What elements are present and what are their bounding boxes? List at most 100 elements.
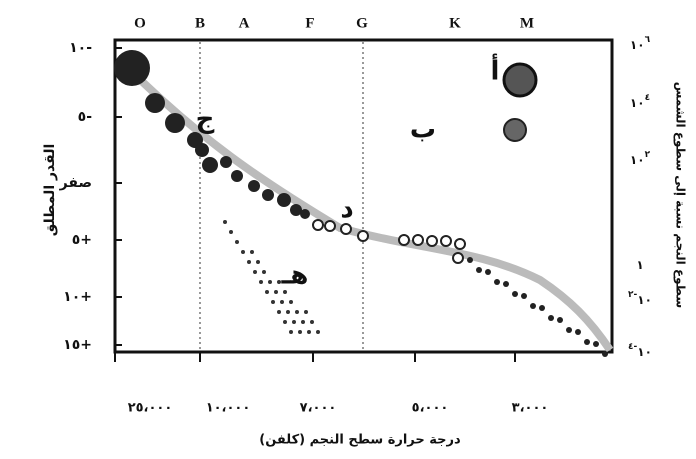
label-base: ١٠ <box>637 345 652 359</box>
spectral-class: M <box>520 15 534 31</box>
bottom-tick-label: ١٠،٠٠٠ <box>206 401 251 416</box>
star <box>485 269 491 275</box>
spectral-class: K <box>449 15 461 31</box>
star <box>262 270 266 274</box>
star <box>277 280 281 284</box>
left-tick-label: صفر <box>59 175 92 191</box>
star <box>301 320 305 324</box>
star <box>426 235 438 247</box>
right-tick-label: ١٠٢ <box>630 150 651 167</box>
star <box>512 291 518 297</box>
star <box>223 220 227 224</box>
main-sequence-band <box>117 57 614 353</box>
star <box>476 267 482 273</box>
star <box>340 223 352 235</box>
star <box>316 330 320 334</box>
star <box>467 257 473 263</box>
star <box>584 339 590 345</box>
label-exponent: -٤ <box>628 342 638 352</box>
bottom-tick-label: ٧،٠٠٠ <box>300 401 337 416</box>
star <box>262 189 274 201</box>
star <box>312 219 324 231</box>
left-tick-label: ٥- <box>78 109 93 125</box>
label-base: ١٠ <box>630 96 645 110</box>
star <box>248 180 260 192</box>
spectral-class: B <box>195 15 205 31</box>
star <box>494 279 500 285</box>
label-base: ١ <box>636 258 643 272</box>
star <box>283 320 287 324</box>
star <box>268 280 272 284</box>
star <box>530 303 536 309</box>
star <box>247 260 251 264</box>
star <box>202 157 218 173</box>
star <box>602 351 608 357</box>
star <box>271 300 275 304</box>
star <box>229 230 233 234</box>
star <box>290 204 302 216</box>
star <box>503 281 509 287</box>
star <box>286 310 290 314</box>
giant-star <box>502 62 538 98</box>
star <box>566 327 572 333</box>
label-exponent: ٦ <box>645 35 651 45</box>
right-axis-title: سطوع النجم نسبة إلى سطوع الشمس <box>673 82 688 308</box>
star <box>295 310 299 314</box>
label-exponent: ٤ <box>645 93 651 103</box>
star <box>289 330 293 334</box>
right-tick-label: ١ <box>636 258 643 272</box>
star <box>521 293 527 299</box>
star <box>412 234 424 246</box>
star <box>298 330 302 334</box>
star <box>304 310 308 314</box>
marker-label: هـ <box>281 261 309 291</box>
bottom-tick-label: ٥،٠٠٠ <box>412 401 449 416</box>
right-tick-label: ١٠-٤ <box>628 342 652 359</box>
star <box>300 209 310 219</box>
right-tick-label: ١٠٦ <box>630 35 651 52</box>
star <box>310 320 314 324</box>
star <box>539 305 545 311</box>
right-tick-label: ١٠-٢ <box>628 290 652 307</box>
bottom-tick-label: ٣،٠٠٠ <box>512 401 549 416</box>
star <box>440 235 452 247</box>
layer: O B A F G K M١٠-٥-صفر٥+١٠+١٥+١٠٦١٠٤١٠٢١١٠-٢١٠-… <box>59 15 652 415</box>
star <box>114 50 150 86</box>
star <box>307 330 311 334</box>
star <box>250 250 254 254</box>
star <box>593 341 599 347</box>
star <box>398 234 410 246</box>
star <box>231 170 243 182</box>
star <box>235 240 239 244</box>
star <box>557 317 563 323</box>
left-axis-title: القدر المطلق <box>42 144 58 237</box>
star <box>220 156 232 168</box>
bottom-tick-label: ٢٥،٠٠٠ <box>128 401 173 416</box>
right-tick-label: ١٠٤ <box>630 93 650 110</box>
star <box>274 290 278 294</box>
left-tick-label: ١٠- <box>69 40 92 56</box>
label-exponent: -٢ <box>628 290 638 300</box>
star <box>165 113 185 133</box>
star <box>277 193 291 207</box>
star <box>357 230 369 242</box>
spectral-class: G <box>356 15 368 31</box>
star <box>324 220 336 232</box>
star <box>454 238 466 250</box>
star <box>277 310 281 314</box>
spectral-class: O <box>134 15 146 31</box>
marker-label: ب <box>410 115 436 145</box>
marker-label: أ <box>491 54 500 87</box>
label-base: ١٠ <box>630 38 645 52</box>
star <box>256 260 260 264</box>
star <box>280 300 284 304</box>
star <box>292 320 296 324</box>
left-tick-label: ٥+ <box>72 232 92 248</box>
label-base: ١٠ <box>630 153 645 167</box>
spectral-class: F <box>305 15 314 31</box>
left-tick-label: ١٠+ <box>63 289 92 305</box>
star <box>259 280 263 284</box>
star <box>253 270 257 274</box>
star <box>241 250 245 254</box>
label-base: ١٠ <box>637 293 652 307</box>
